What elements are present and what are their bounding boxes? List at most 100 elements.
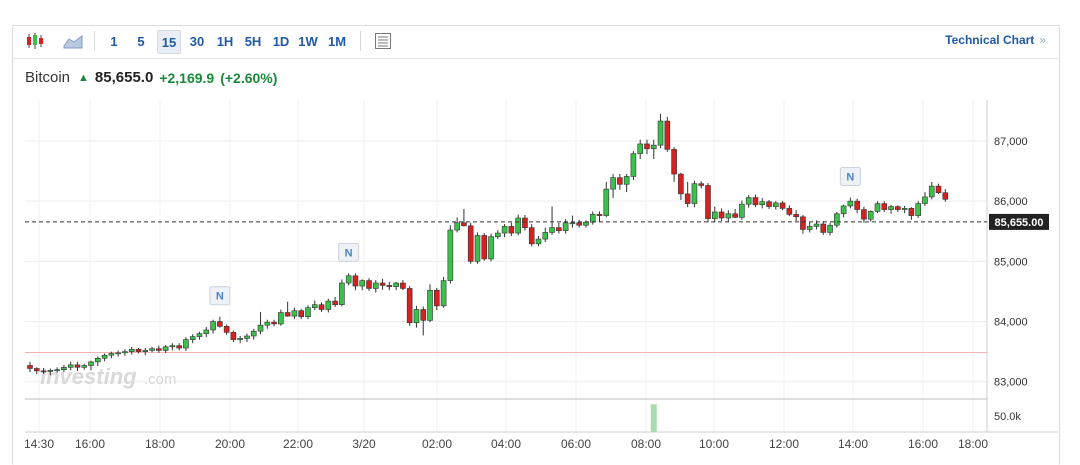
candle-up — [47, 370, 54, 372]
candle-down — [386, 285, 393, 287]
interval-1h-button[interactable]: 1H — [215, 30, 235, 52]
candle-up — [725, 213, 732, 219]
candle-up — [81, 365, 88, 368]
y-tick-label: 85,000 — [994, 256, 1028, 268]
x-tick-label: 12:00 — [769, 437, 799, 451]
arrow-up-icon: ▲ — [78, 71, 89, 84]
candle-up — [189, 336, 196, 340]
instrument-name: Bitcoin — [25, 69, 71, 86]
candle-up — [108, 353, 115, 356]
interval-1-button[interactable]: 1 — [107, 30, 121, 52]
x-tick-label: 16:00 — [908, 437, 938, 451]
interval-30-button[interactable]: 30 — [187, 30, 207, 52]
candle-up — [711, 211, 718, 219]
candle-up — [325, 300, 332, 310]
news-marker — [338, 242, 360, 262]
candle-up — [901, 208, 908, 210]
candle-down — [854, 200, 860, 210]
candle-up — [101, 354, 108, 359]
candle-down — [379, 282, 386, 286]
last-price: 85,655.0 — [94, 69, 154, 86]
candle-down — [135, 348, 142, 352]
candle-up — [359, 280, 366, 287]
candle-up — [67, 364, 74, 368]
candle-up — [603, 188, 610, 216]
x-tick-label: 14:00 — [838, 437, 868, 451]
candle-down — [678, 173, 684, 195]
candle-up — [372, 282, 379, 289]
candle-up — [88, 361, 94, 366]
candle-up — [142, 350, 149, 352]
candle-up — [847, 200, 854, 207]
candle-up — [278, 312, 284, 325]
candle-down — [556, 227, 562, 231]
y-tick-label: 83,000 — [994, 377, 1028, 389]
candle-down — [298, 310, 305, 318]
candle-up — [427, 289, 433, 321]
interval-5h-button[interactable]: 5H — [242, 30, 264, 52]
candle-up — [867, 211, 874, 220]
candle-down — [271, 321, 277, 325]
candle-up — [501, 226, 508, 234]
candle-down — [908, 208, 915, 216]
y-tick-label: 86,000 — [994, 196, 1028, 208]
candle-up — [623, 176, 630, 185]
candle-down — [786, 208, 793, 215]
interval-1d-button[interactable]: 1D — [271, 30, 291, 52]
technical-chart-label: Technical Chart — [945, 33, 1035, 47]
candle-up — [169, 345, 176, 348]
candle-up — [474, 235, 481, 262]
candle-up — [834, 213, 840, 226]
x-tick-label: 04:00 — [491, 437, 521, 451]
candle-down — [732, 213, 738, 218]
price-change: +2,169.9 — [159, 69, 215, 86]
candle-up — [813, 223, 820, 227]
candle-up — [440, 280, 447, 307]
news-marker-label: N — [216, 291, 224, 303]
candle-up — [311, 304, 318, 308]
area-type-button[interactable] — [60, 30, 86, 52]
candle-down — [935, 185, 942, 194]
candle-up — [691, 183, 698, 204]
candle-down — [217, 321, 223, 327]
candle-up — [562, 222, 569, 231]
candle-up — [589, 214, 596, 223]
candle-up — [244, 335, 250, 339]
candle-up — [515, 217, 521, 234]
candle-down — [461, 222, 467, 227]
candle-down — [400, 282, 406, 289]
candle-up — [888, 206, 894, 210]
candle-up — [488, 236, 494, 260]
candle-down — [318, 304, 325, 310]
interval-15-button[interactable]: 15 — [157, 30, 181, 54]
candle-up — [610, 177, 616, 190]
candle-up — [928, 185, 935, 198]
candle-down — [664, 120, 671, 150]
interval-label: 1 — [110, 33, 118, 49]
technical-chart-link[interactable]: Technical Chart » — [945, 33, 1046, 47]
chart-widget — [12, 25, 1060, 465]
candle-up — [569, 222, 576, 225]
price-change-percent: (+2.60%) — [220, 69, 278, 86]
candle-down — [861, 209, 867, 220]
candle-down — [766, 201, 772, 207]
interval-label: 5 — [137, 33, 145, 49]
news-marker — [839, 167, 861, 187]
interval-1m-button[interactable]: 1M — [326, 30, 348, 52]
candle-up — [61, 366, 67, 371]
x-tick-label: 20:00 — [215, 437, 245, 451]
interval-label: 1M — [327, 33, 347, 49]
interval-1w-button[interactable]: 1W — [297, 30, 319, 52]
indicators-button[interactable] — [372, 30, 394, 52]
candle-down — [881, 203, 888, 210]
candle-down — [752, 197, 759, 206]
candlestick-type-button[interactable] — [22, 30, 48, 52]
volume-bar — [650, 404, 657, 432]
x-tick-label: 06:00 — [561, 437, 591, 451]
quote-header: Bitcoin ▲ 85,655.0 +2,169.9 (+2.60%) — [25, 69, 277, 86]
candle-up — [250, 330, 257, 337]
candle-down — [27, 365, 33, 369]
interval-5-button[interactable]: 5 — [134, 30, 148, 52]
candle-up — [739, 203, 745, 218]
